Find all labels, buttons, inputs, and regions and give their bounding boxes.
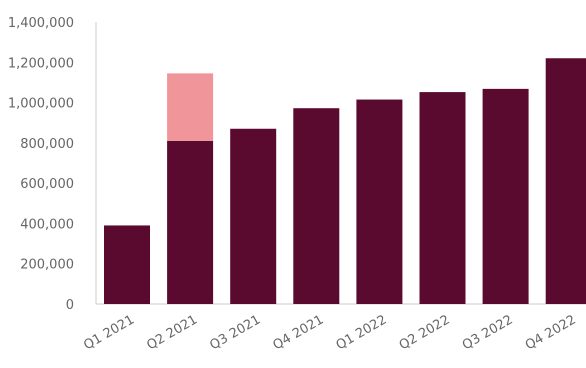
- bar-segment-top: [167, 73, 214, 141]
- bar-segment-base: [167, 140, 214, 304]
- y-tick-label: 1,400,000: [8, 16, 74, 31]
- y-tick-label: 0: [66, 298, 74, 313]
- bar-segment-base: [293, 108, 340, 304]
- y-tick-label: 200,000: [20, 258, 74, 273]
- x-tick-label: Q3 2022: [460, 312, 516, 353]
- x-tick-label: Q2 2022: [397, 312, 453, 353]
- y-axis-tick-labels: 0 200,000 400,000 600,000 800,000 1,000,000 1,…: [8, 16, 74, 313]
- x-tick-label: Q1 2022: [334, 312, 390, 353]
- bars: [104, 58, 586, 305]
- y-tick-label: 400,000: [20, 217, 74, 232]
- x-tick-label: Q4 2022: [523, 312, 579, 353]
- bar-segment-base: [482, 88, 529, 304]
- y-tick-label: 1,200,000: [8, 56, 74, 71]
- bar-segment-base: [230, 128, 277, 304]
- x-tick-label: Q2 2021: [144, 312, 200, 353]
- x-tick-label: Q4 2021: [271, 312, 327, 353]
- bar-segment-base: [356, 99, 403, 304]
- y-tick-label: 800,000: [20, 137, 74, 152]
- x-tick-label: Q1 2021: [81, 312, 137, 353]
- bar-segment-base: [104, 225, 150, 304]
- bar-segment-base: [545, 58, 586, 304]
- x-axis-tick-labels: Q1 2021 Q2 2021 Q3 2021 Q4 2021 Q1 2022 Q2 20…: [81, 312, 578, 353]
- y-tick-label: 1,000,000: [8, 97, 74, 112]
- y-tick-label: 600,000: [20, 177, 74, 192]
- bar-segment-base: [419, 92, 466, 305]
- x-tick-label: Q3 2021: [207, 312, 263, 353]
